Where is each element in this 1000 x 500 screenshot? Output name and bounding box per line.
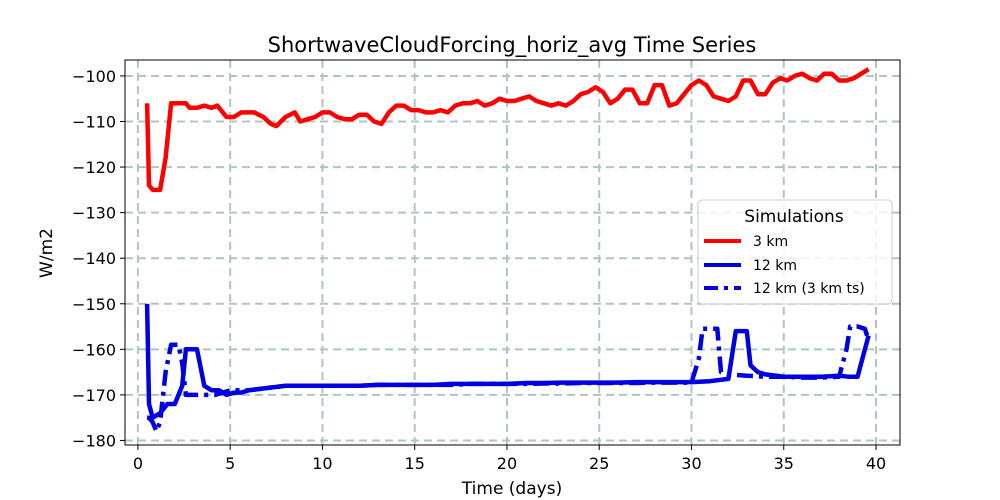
x-tick-label: 15 [405,454,425,473]
y-tick-label: −110 [72,113,116,132]
x-tick-label: 35 [774,454,794,473]
x-tick-label: 20 [497,454,517,473]
y-tick-label: −150 [72,295,116,314]
chart-title: ShortwaveCloudForcing_horiz_avg Time Ser… [268,33,757,58]
x-tick-label: 5 [225,454,235,473]
legend-label-12km-3kmts: 12 km (3 km ts) [753,281,865,297]
plot-frame [124,59,901,446]
legend-label-3km: 3 km [753,234,788,250]
x-tick-label: 0 [133,454,143,473]
y-tick-label: −170 [72,386,116,405]
legend-title: Simulations [744,207,844,227]
y-tick-label: −130 [72,204,116,223]
x-tick-label: 25 [589,454,609,473]
x-tick-label: 40 [866,454,886,473]
series-line-12-km-3-km-ts [146,324,871,434]
y-tick-label: −140 [72,249,116,268]
y-tick-label: −120 [72,158,116,177]
series-layer [144,67,871,434]
y-tick-label: −180 [72,431,116,450]
legend-label-12km: 12 km [753,258,797,274]
tick-layer: 0 5 10 15 20 25 30 35 40 −180 −170 −160 −150 −140 −130… [72,67,886,473]
x-tick-label: 10 [312,454,332,473]
y-tick-label: −160 [72,340,116,359]
x-tick-label: 30 [681,454,701,473]
legend: Simulations 3 km 12 km 12 km (3 km ts) [697,199,893,305]
y-tick-label: −100 [72,67,116,86]
x-axis-label: Time (days) [461,479,562,499]
series-line-3-km [144,67,870,193]
legend-box [697,199,893,305]
y-axis-label: W/m2 [37,228,57,278]
